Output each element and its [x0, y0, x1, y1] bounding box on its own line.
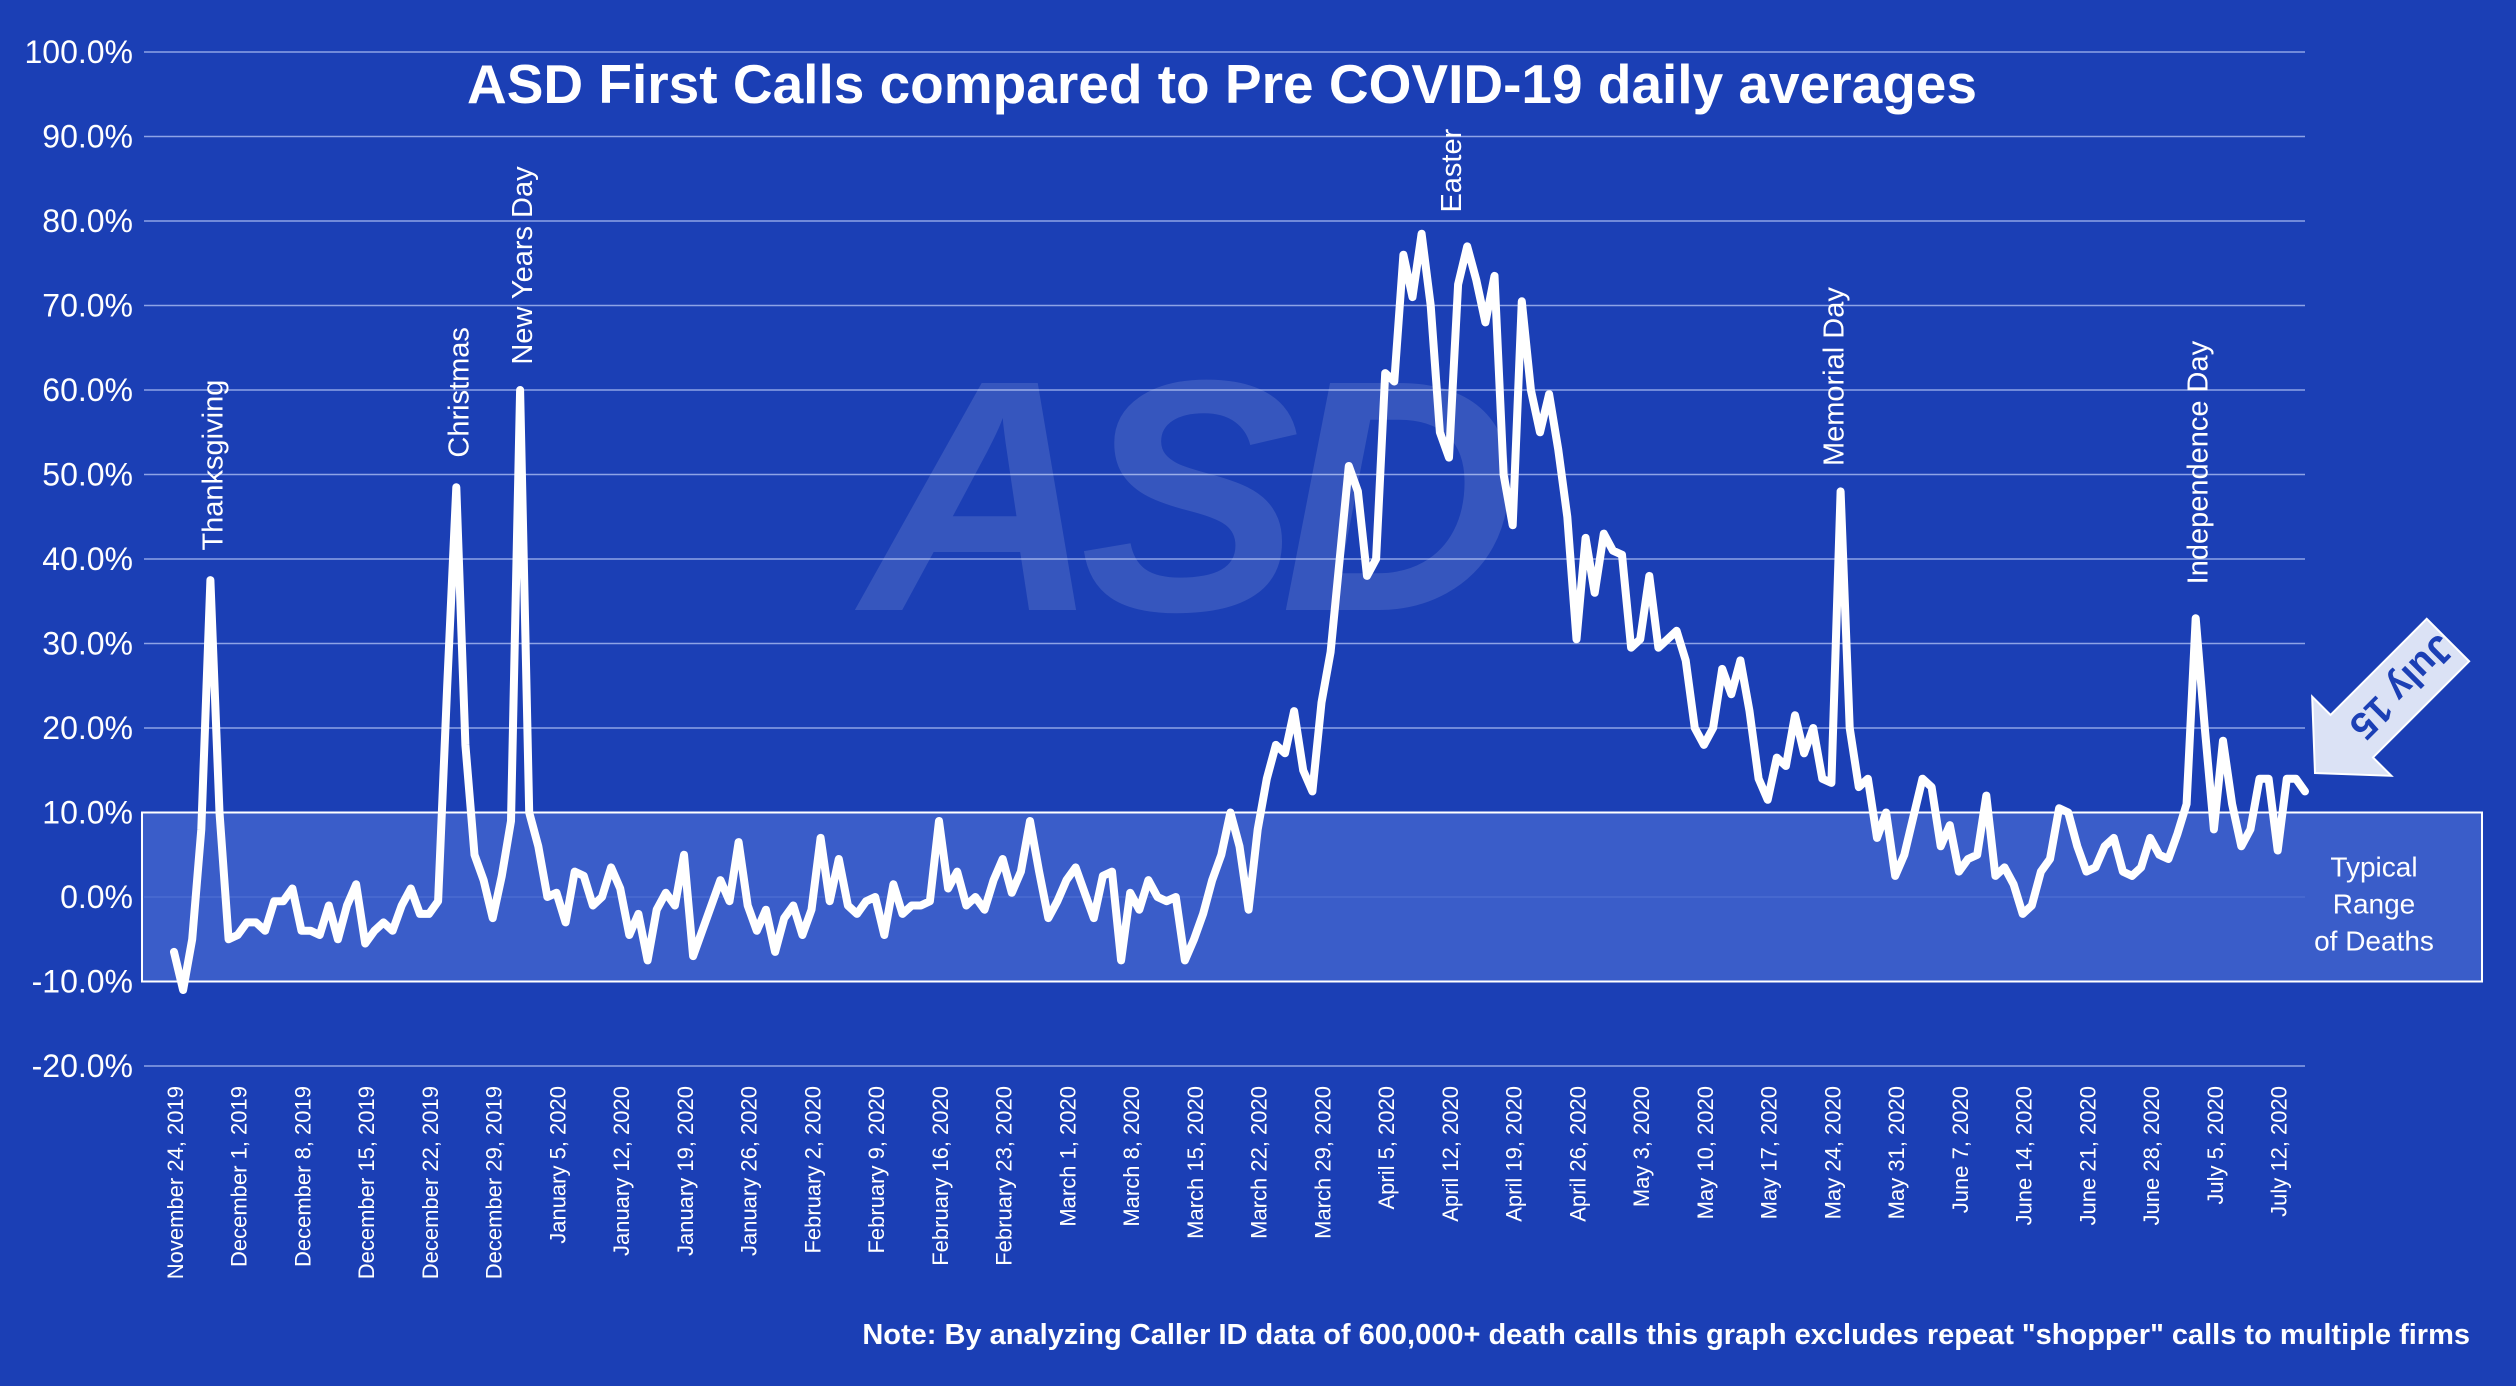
x-tick-label: May 24, 2020: [1820, 1086, 1845, 1219]
typical-range-rect: [141, 811, 2483, 983]
x-tick-label: December 22, 2019: [418, 1086, 443, 1279]
x-tick-label: May 10, 2020: [1693, 1086, 1718, 1219]
holiday-annotation: Christmas: [443, 327, 475, 458]
x-tick-label: January 12, 2020: [609, 1086, 634, 1256]
y-tick-label: 30.0%: [42, 626, 133, 662]
x-tick-label: June 7, 2020: [1948, 1086, 1973, 1213]
x-tick-label: February 16, 2020: [928, 1086, 953, 1266]
x-tick-label: March 15, 2020: [1183, 1086, 1208, 1239]
typical-range-band: Typical Range of Deaths: [141, 811, 2483, 983]
y-tick-label: 70.0%: [42, 288, 133, 324]
x-axis-tick-labels: November 24, 2019 December 1, 2019 Decembe…: [163, 1086, 2292, 1279]
holiday-annotation: Independence Day: [2183, 340, 2215, 584]
chart-title: ASD First Calls compared to Pre COVID-19…: [467, 53, 1977, 115]
asd-watermark: ASD: [851, 311, 1512, 680]
x-tick-label: February 9, 2020: [864, 1086, 889, 1254]
x-tick-label: December 8, 2019: [290, 1086, 315, 1267]
y-tick-label: 60.0%: [42, 372, 133, 408]
holiday-annotation: New Years Day: [507, 166, 539, 365]
y-tick-label: 0.0%: [60, 879, 133, 915]
x-tick-label: March 8, 2020: [1119, 1086, 1144, 1227]
y-axis-tick-labels: 100.0% 90.0% 80.0% 70.0% 60.0% 50.0% 40.0% 30.0…: [24, 34, 133, 1084]
series-line-path: [170, 229, 2309, 994]
x-tick-label: June 21, 2020: [2075, 1086, 2100, 1225]
footnote: Note: By analyzing Caller ID data of 600…: [862, 1319, 2470, 1351]
x-tick-label: June 14, 2020: [2012, 1086, 2037, 1225]
y-tick-label: 10.0%: [42, 795, 133, 831]
x-tick-label: May 3, 2020: [1629, 1086, 1654, 1207]
x-tick-label: January 5, 2020: [545, 1086, 570, 1244]
x-tick-label: January 19, 2020: [673, 1086, 698, 1256]
y-tick-label: 80.0%: [42, 203, 133, 239]
holiday-annotation: Thanksgiving: [197, 380, 229, 551]
typical-range-label: Range: [2333, 889, 2416, 920]
y-tick-label: 50.0%: [42, 457, 133, 493]
x-tick-label: March 22, 2020: [1247, 1086, 1272, 1239]
y-tick-label: 90.0%: [42, 119, 133, 155]
x-tick-label: February 2, 2020: [800, 1086, 825, 1254]
x-tick-label: March 29, 2020: [1310, 1086, 1335, 1239]
y-tick-label: 100.0%: [24, 34, 133, 70]
x-tick-label: July 12, 2020: [2267, 1086, 2292, 1217]
x-tick-label: January 26, 2020: [737, 1086, 762, 1256]
arrow-shape: [2311, 617, 2471, 777]
typical-range-label: of Deaths: [2314, 926, 2434, 957]
x-tick-label: July 5, 2020: [2203, 1086, 2228, 1205]
x-tick-label: April 19, 2020: [1502, 1086, 1527, 1222]
holiday-annotation: Memorial Day: [1818, 287, 1850, 466]
x-tick-label: March 1, 2020: [1055, 1086, 1080, 1227]
y-tick-label: -10.0%: [32, 964, 133, 1000]
holiday-annotations: Thanksgiving Christmas New Years Day Easter…: [197, 128, 2214, 584]
x-tick-label: May 31, 2020: [1884, 1086, 1909, 1219]
x-tick-label: April 12, 2020: [1438, 1086, 1463, 1222]
x-tick-label: December 15, 2019: [354, 1086, 379, 1279]
y-tick-label: 20.0%: [42, 710, 133, 746]
x-tick-label: December 1, 2019: [227, 1086, 252, 1267]
series-line: [170, 229, 2309, 994]
y-tick-label: -20.0%: [32, 1048, 133, 1084]
x-tick-label: February 23, 2020: [992, 1086, 1017, 1266]
holiday-annotation: Easter: [1436, 128, 1468, 212]
x-tick-label: June 28, 2020: [2139, 1086, 2164, 1225]
typical-range-label: Typical: [2330, 852, 2417, 883]
x-tick-label: May 17, 2020: [1757, 1086, 1782, 1219]
x-tick-label: November 24, 2019: [163, 1086, 188, 1279]
x-tick-label: April 5, 2020: [1374, 1086, 1399, 1210]
x-tick-label: April 26, 2020: [1565, 1086, 1590, 1222]
y-tick-label: 40.0%: [42, 541, 133, 577]
x-tick-label: December 29, 2019: [482, 1086, 507, 1279]
